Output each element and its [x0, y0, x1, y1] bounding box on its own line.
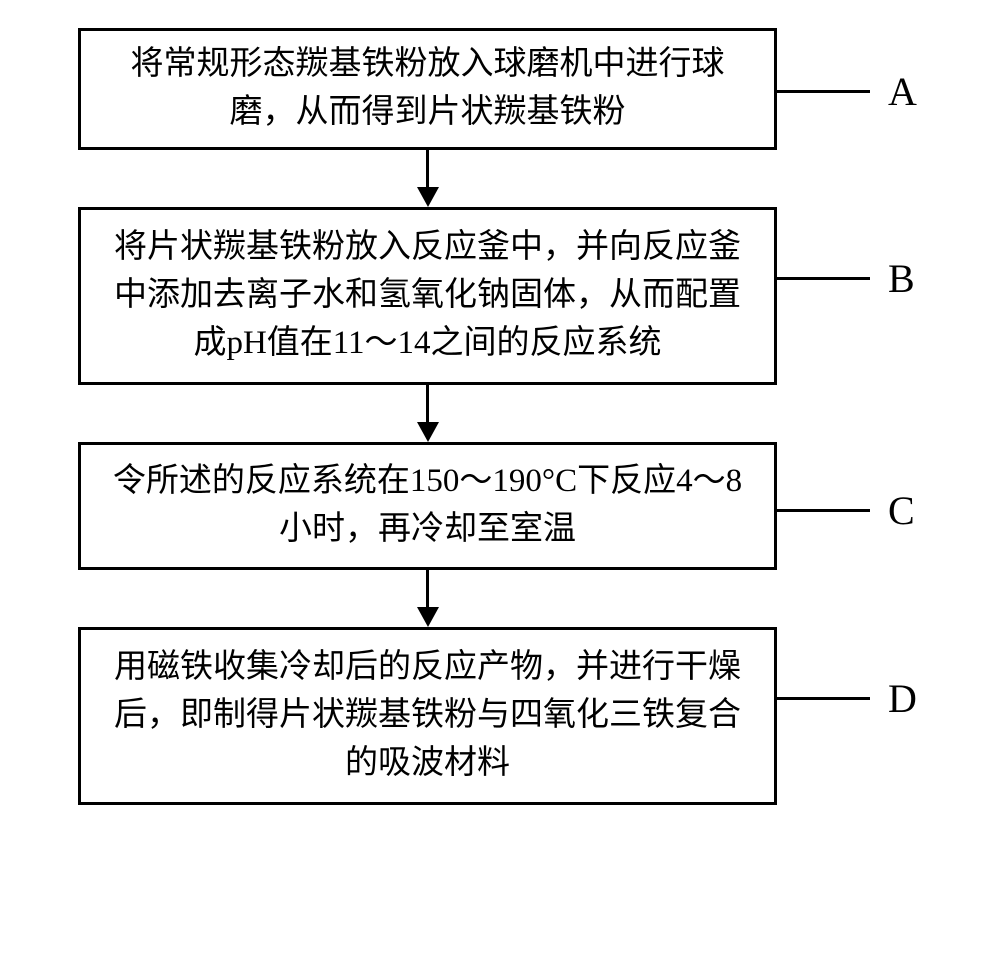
arrow-connector	[78, 385, 1000, 442]
flow-step-box-b: 将片状羰基铁粉放入反应釜中，并向反应釜中添加去离子水和氢氧化钠固体，从而配置成p…	[78, 207, 777, 385]
flow-step-row: 将常规形态羰基铁粉放入球磨机中进行球磨，从而得到片状羰基铁粉 A	[78, 28, 1000, 150]
flow-step-box-c: 令所述的反应系统在150～190°C下反应4～8小时，再冷却至室温	[78, 442, 777, 570]
arrow-shaft	[426, 570, 429, 608]
arrow-connector	[78, 150, 1000, 207]
arrow-shaft	[426, 385, 429, 423]
lead-line	[777, 509, 870, 512]
flow-step-box-d: 用磁铁收集冷却后的反应产物，并进行干燥后，即制得片状羰基铁粉与四氧化三铁复合的吸…	[78, 627, 777, 805]
lead-line	[777, 277, 870, 280]
step-label-d: D	[888, 675, 917, 722]
arrow-shaft	[426, 150, 429, 188]
flow-step-row: 令所述的反应系统在150～190°C下反应4～8小时，再冷却至室温 C	[78, 442, 1000, 570]
lead-line	[777, 697, 870, 700]
flow-step-box-a: 将常规形态羰基铁粉放入球磨机中进行球磨，从而得到片状羰基铁粉	[78, 28, 777, 150]
label-lead: D	[777, 675, 917, 722]
step-label-a: A	[888, 68, 917, 115]
step-label-c: C	[888, 487, 915, 534]
flow-step-text: 将片状羰基铁粉放入反应釜中，并向反应釜中添加去离子水和氢氧化钠固体，从而配置成p…	[101, 224, 754, 368]
flow-step-text: 将常规形态羰基铁粉放入球磨机中进行球磨，从而得到片状羰基铁粉	[101, 41, 754, 137]
label-lead: B	[777, 255, 915, 302]
step-label-b: B	[888, 255, 915, 302]
flow-step-row: 用磁铁收集冷却后的反应产物，并进行干燥后，即制得片状羰基铁粉与四氧化三铁复合的吸…	[78, 627, 1000, 805]
flow-step-text: 用磁铁收集冷却后的反应产物，并进行干燥后，即制得片状羰基铁粉与四氧化三铁复合的吸…	[101, 644, 754, 788]
arrow-head-icon	[417, 607, 439, 627]
label-lead: C	[777, 487, 915, 534]
flow-step-text: 令所述的反应系统在150～190°C下反应4～8小时，再冷却至室温	[101, 458, 754, 554]
arrow-connector	[78, 570, 1000, 627]
arrow-head-icon	[417, 422, 439, 442]
label-lead: A	[777, 68, 917, 115]
flow-step-row: 将片状羰基铁粉放入反应釜中，并向反应釜中添加去离子水和氢氧化钠固体，从而配置成p…	[78, 207, 1000, 385]
arrow-head-icon	[417, 187, 439, 207]
lead-line	[777, 90, 870, 93]
